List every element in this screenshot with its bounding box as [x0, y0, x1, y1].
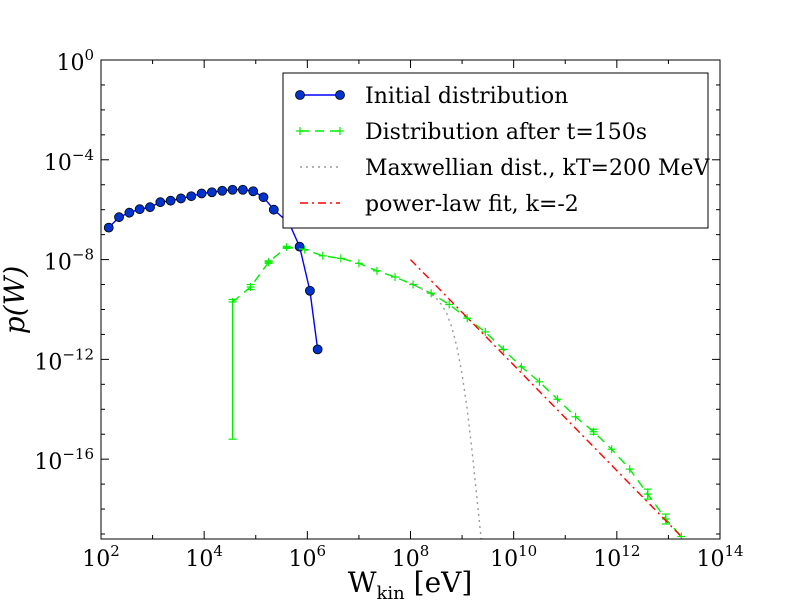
series-line	[409, 259, 682, 537]
data-point	[124, 207, 135, 218]
series-4	[409, 259, 682, 537]
data-point	[103, 222, 114, 233]
data-point	[145, 202, 155, 213]
x-tick-label: 1012	[593, 542, 640, 572]
legend-entry-2: Distribution after t=150s	[296, 120, 647, 145]
data-point	[196, 188, 207, 199]
x-tick-label: 1014	[696, 542, 743, 572]
y-axis-label: p(W)	[0, 266, 31, 335]
y-tick-label: 10−16	[34, 445, 94, 475]
y-tick-label: 100	[56, 46, 94, 76]
x-tick-label: 102	[82, 542, 120, 572]
legend-entry-4: power-law fit, k=-2	[300, 192, 579, 217]
y-tick-label: 10−4	[44, 146, 94, 176]
legend-marker	[335, 90, 345, 100]
data-point	[227, 184, 238, 195]
legend: Initial distribution Distribution after t…	[282, 72, 710, 229]
data-point	[217, 185, 228, 196]
axis-tick-labels: 102 104 106 108 1010 1012 1014 100 10−4 10−8 10−12…	[34, 46, 743, 572]
data-point	[186, 191, 197, 202]
series-1	[103, 184, 323, 355]
data-point	[248, 186, 259, 197]
legend-label: Initial distribution	[365, 84, 568, 109]
legend-entries: Initial distribution Distribution after t…	[295, 84, 710, 217]
data-point	[165, 195, 176, 206]
data-point	[176, 193, 186, 204]
data-point	[155, 197, 166, 208]
x-tick-label: 1010	[490, 542, 537, 572]
x-tick-label: 104	[185, 542, 223, 572]
legend-marker	[295, 90, 305, 100]
series-line	[232, 246, 682, 537]
data-point	[134, 204, 145, 215]
legend-label: Maxwellian dist., kT=200 MeV	[365, 156, 710, 181]
data-point	[207, 187, 217, 198]
legend-entry-1: Initial distribution	[295, 84, 568, 109]
data-point	[312, 344, 323, 355]
x-tick-label: 106	[289, 542, 327, 572]
data-point	[237, 184, 248, 195]
legend-label: power-law fit, k=-2	[365, 192, 579, 217]
legend-entry-3: Maxwellian dist., kT=200 MeV	[300, 156, 710, 181]
data-point	[305, 285, 315, 296]
data-point	[114, 212, 124, 223]
legend-label: Distribution after t=150s	[365, 120, 647, 145]
legend-box	[282, 72, 709, 229]
axis-ticks	[100, 59, 721, 539]
plot-series	[103, 184, 686, 539]
y-tick-label: 10−8	[44, 246, 94, 276]
series-2	[228, 243, 686, 539]
x-axis-label: Wkin [eV]	[348, 566, 473, 600]
data-point	[268, 204, 279, 215]
x-tick-label: 108	[392, 542, 430, 572]
data-point	[258, 192, 269, 203]
y-tick-label: 10−12	[34, 345, 94, 375]
